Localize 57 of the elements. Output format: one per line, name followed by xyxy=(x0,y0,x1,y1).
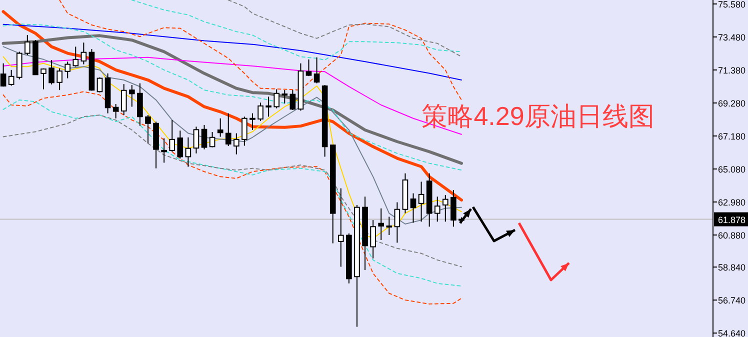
candlestick xyxy=(40,68,46,90)
candlestick xyxy=(442,194,448,222)
y-tick-label: 62.980 xyxy=(718,197,746,208)
candlestick xyxy=(258,102,264,122)
candlestick xyxy=(282,90,288,104)
y-tick-label: 75.580 xyxy=(718,0,746,10)
candlestick xyxy=(177,130,184,159)
y-tick-label: 69.280 xyxy=(718,98,746,108)
candlestick xyxy=(378,208,384,241)
candlestick xyxy=(386,216,392,236)
y-tick-label: 67.180 xyxy=(718,131,746,142)
y-tick-label: 58.840 xyxy=(718,262,746,273)
candlestick xyxy=(185,136,192,168)
candlestick xyxy=(266,96,272,118)
candlestick xyxy=(394,202,400,244)
y-tick-label: 65.080 xyxy=(718,164,746,174)
candlestick xyxy=(201,124,208,150)
candlestick xyxy=(434,196,440,222)
candlestick xyxy=(242,116,248,146)
candlestick xyxy=(274,88,280,109)
candlestick xyxy=(250,112,256,130)
candlestick xyxy=(225,112,232,147)
ref-line-label: 61.878 xyxy=(718,214,746,225)
candlestick xyxy=(80,42,87,65)
y-tick-label: 56.740 xyxy=(718,296,746,306)
candlestick xyxy=(450,190,456,228)
candlestick xyxy=(0,62,6,88)
candlestick xyxy=(24,34,30,56)
candlestick xyxy=(217,118,224,138)
y-tick-label: 71.380 xyxy=(718,65,746,76)
candlestick xyxy=(72,46,79,68)
candlestick xyxy=(8,69,14,86)
y-tick-label: 60.880 xyxy=(718,230,746,240)
candlestick xyxy=(96,76,103,93)
candlestick xyxy=(314,56,320,84)
candlestick xyxy=(112,104,119,119)
candlestick xyxy=(370,220,376,259)
candlestick xyxy=(193,126,200,154)
candlestick xyxy=(410,192,416,224)
title: 策略4.29原油日线图 xyxy=(422,101,654,131)
candlestick xyxy=(137,82,143,126)
y-tick-label: 73.480 xyxy=(718,32,746,42)
candlestick xyxy=(64,61,71,79)
candlestick xyxy=(338,188,344,268)
candlestick xyxy=(209,132,216,148)
candlestick xyxy=(418,181,424,222)
candlestick xyxy=(48,60,54,85)
candlestick xyxy=(56,68,62,91)
y-tick-label: 54.640 xyxy=(718,328,746,337)
candlestick xyxy=(169,120,176,152)
candlestick xyxy=(129,84,135,108)
candlestick xyxy=(290,90,296,111)
candlestick xyxy=(120,84,127,116)
candlestick xyxy=(161,138,167,164)
candlestick xyxy=(233,132,240,155)
candlestick xyxy=(145,114,151,144)
candlestick xyxy=(306,58,312,77)
